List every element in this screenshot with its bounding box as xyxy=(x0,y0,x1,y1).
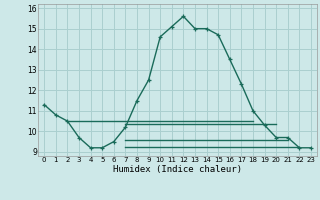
X-axis label: Humidex (Indice chaleur): Humidex (Indice chaleur) xyxy=(113,165,242,174)
